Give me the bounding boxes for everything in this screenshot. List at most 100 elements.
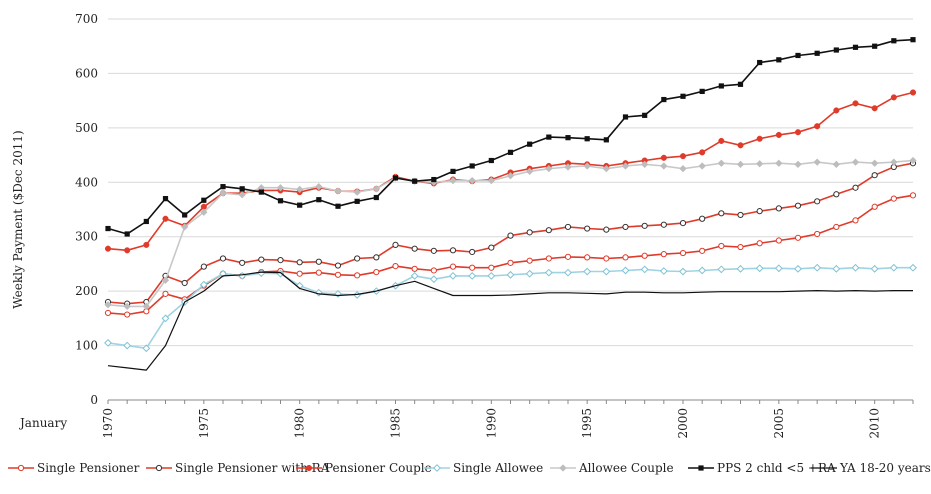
data-point <box>660 154 667 161</box>
series-6 <box>105 37 916 237</box>
data-point <box>699 88 705 94</box>
data-point <box>411 245 418 252</box>
series-4 <box>104 263 917 353</box>
data-point <box>909 156 917 165</box>
data-point <box>487 177 495 185</box>
data-point <box>622 223 629 231</box>
data-point <box>545 165 553 173</box>
data-point <box>622 114 629 120</box>
data-point <box>487 271 496 280</box>
data-point <box>564 223 572 231</box>
data-point <box>584 136 590 142</box>
series-line <box>107 194 914 316</box>
x-tick-label: 2000 <box>676 408 690 439</box>
data-point <box>334 187 342 195</box>
data-point <box>814 50 820 56</box>
gridlines <box>108 18 913 347</box>
x-tick-label: 2005 <box>772 408 786 439</box>
data-point <box>546 134 552 140</box>
y-tick-label: 400 <box>75 175 98 189</box>
data-point <box>105 225 111 232</box>
data-point <box>909 192 917 199</box>
legend-label: Single Allowee <box>453 461 543 475</box>
data-point <box>660 221 667 228</box>
series-group <box>104 37 917 371</box>
data-point <box>239 259 246 266</box>
data-point <box>412 178 418 184</box>
data-point <box>699 247 706 254</box>
data-point <box>833 191 840 198</box>
data-point <box>661 96 667 103</box>
data-point <box>679 267 687 276</box>
data-point <box>737 142 744 149</box>
data-point <box>756 240 763 247</box>
data-point <box>353 188 361 196</box>
x-tick-label: 2010 <box>868 408 882 439</box>
data-point <box>870 264 879 273</box>
data-point <box>775 159 783 167</box>
data-point <box>238 191 246 199</box>
legend: Single Pensioner Single Pensioner with RA… <box>8 461 931 475</box>
data-point <box>814 198 821 205</box>
data-point <box>124 247 131 254</box>
data-point <box>679 153 687 160</box>
data-point <box>488 244 495 251</box>
data-point <box>124 231 130 237</box>
series-5 <box>104 156 917 311</box>
series-7 <box>107 271 913 371</box>
series-line <box>107 38 914 235</box>
data-point <box>718 137 725 144</box>
data-point <box>813 158 821 166</box>
data-point <box>680 93 686 99</box>
data-point <box>833 47 839 53</box>
data-point <box>104 301 112 309</box>
data-point <box>431 176 437 183</box>
data-point <box>775 131 782 138</box>
data-point <box>507 259 514 266</box>
legend-label: Pensioner Couple <box>325 461 432 475</box>
data-point <box>182 212 188 218</box>
data-point <box>469 163 475 169</box>
data-point <box>736 160 745 168</box>
data-point <box>124 311 131 318</box>
series-line <box>107 271 913 371</box>
data-point <box>372 185 380 193</box>
data-point <box>775 237 782 244</box>
data-point <box>852 217 859 224</box>
legend-item: YA 18-20 years <box>811 461 931 475</box>
data-point <box>910 37 916 43</box>
data-point <box>584 225 591 232</box>
legend-item: Single Pensioner with RA <box>146 461 330 475</box>
data-point <box>334 271 342 278</box>
data-point <box>162 196 169 202</box>
data-point <box>602 165 610 173</box>
data-point <box>219 189 227 197</box>
data-point <box>891 38 897 44</box>
legend-label: Single Pensioner with RA <box>175 461 330 475</box>
data-point <box>219 269 227 278</box>
data-point <box>583 267 592 276</box>
data-point <box>545 255 552 262</box>
data-point <box>143 218 149 225</box>
series-3 <box>104 89 917 254</box>
data-point <box>200 263 207 270</box>
data-point <box>525 269 534 278</box>
series-2 <box>104 160 917 307</box>
data-point <box>334 262 342 269</box>
data-point <box>449 263 457 270</box>
data-point <box>296 185 304 193</box>
data-point <box>296 259 303 266</box>
series-line <box>107 266 913 350</box>
data-point <box>889 263 898 272</box>
data-point <box>642 112 648 118</box>
legend-label: YA 18-20 years <box>839 461 931 475</box>
legend-item: PPS 2 chld <5 +RA <box>688 461 836 475</box>
data-point <box>469 264 476 271</box>
data-point <box>832 160 840 168</box>
data-point <box>559 464 567 472</box>
data-point <box>813 263 822 272</box>
axes <box>107 399 914 404</box>
data-point <box>527 141 533 147</box>
data-point <box>373 194 379 201</box>
data-point <box>544 268 553 277</box>
